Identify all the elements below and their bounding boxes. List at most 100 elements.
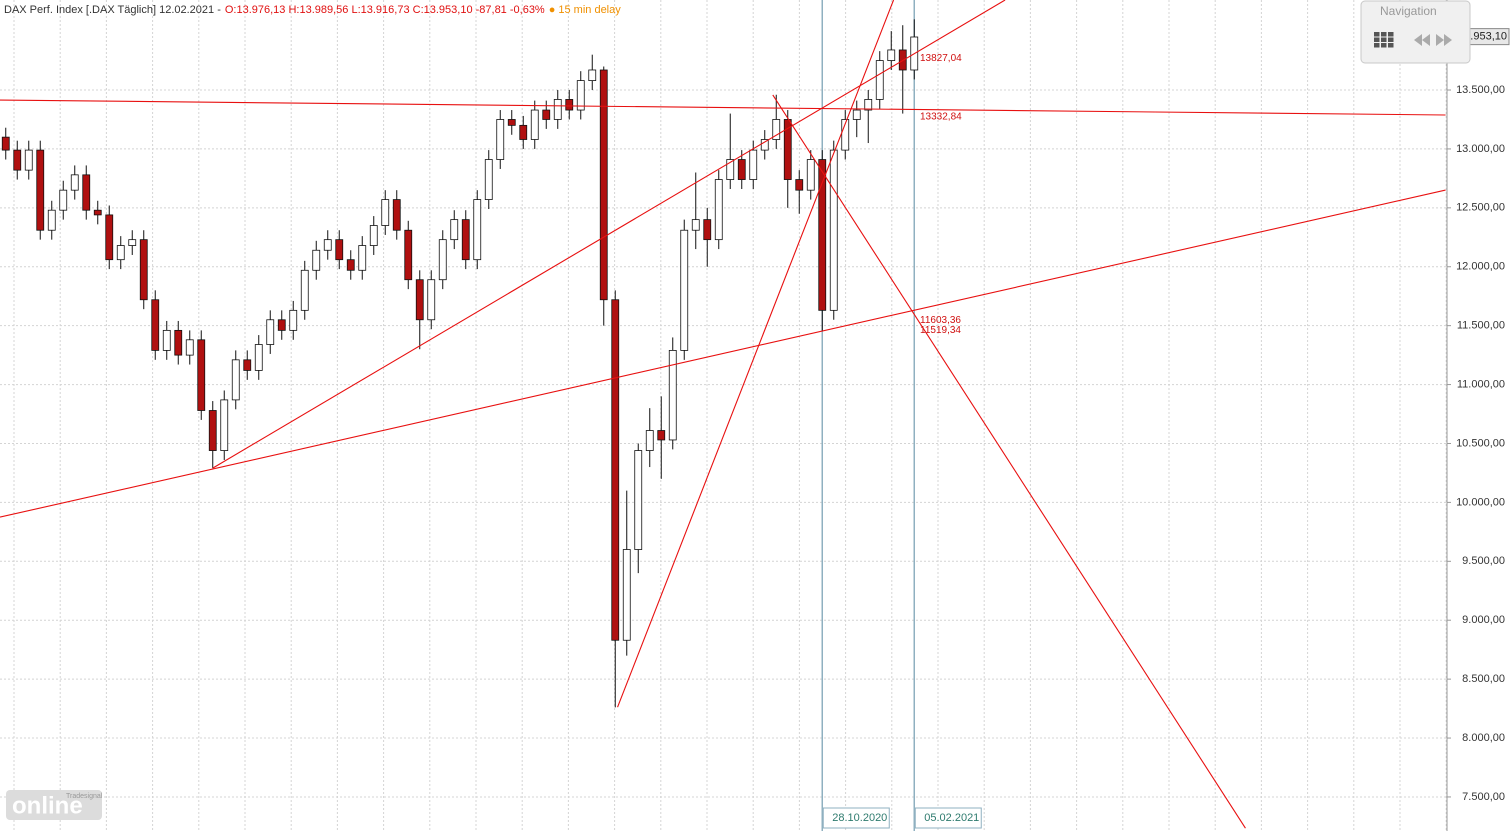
date-label-box bbox=[822, 807, 890, 829]
navigation-widget[interactable]: Navigation bbox=[1360, 0, 1471, 64]
nav-back[interactable] bbox=[1414, 34, 1430, 46]
candle-body bbox=[461, 219, 470, 261]
candle-body bbox=[634, 450, 643, 550]
candle-body bbox=[691, 219, 700, 231]
candle-body bbox=[818, 159, 827, 311]
candle-body bbox=[450, 219, 459, 241]
candle-body bbox=[174, 329, 183, 356]
candle-body bbox=[519, 124, 528, 140]
logo-sub: Tradesignal bbox=[66, 793, 103, 800]
candle-body bbox=[208, 410, 217, 451]
trend-line bbox=[0, 189, 1446, 518]
plot: 28.10.2020 05.02.2021 13827,04 13332,84 1160… bbox=[0, 0, 1446, 831]
header: DAX Perf. Index [.DAX Täglich] 12.02.202… bbox=[4, 4, 621, 16]
y-tick-label: 11.000,00 bbox=[1457, 378, 1505, 390]
quote: O:13.976,13 H:13.989,56 L:13.916,73 C:13… bbox=[225, 4, 545, 16]
logo: online Tradesignal bbox=[6, 790, 103, 820]
candle-body bbox=[427, 279, 436, 321]
x-tick-label: 05.02.2021 bbox=[924, 812, 979, 824]
candle-body bbox=[358, 245, 367, 271]
nav-grid-cell bbox=[1381, 43, 1387, 48]
candle-body bbox=[254, 344, 263, 371]
nav-grid-cell bbox=[1374, 37, 1380, 42]
y-tick-label: 11.500,00 bbox=[1457, 320, 1505, 332]
nav-grid-button[interactable] bbox=[1374, 32, 1394, 48]
candle-body bbox=[484, 159, 493, 200]
nav-grid-cell bbox=[1388, 32, 1394, 37]
candle-body bbox=[864, 99, 873, 111]
delay-note: 15 min delay bbox=[558, 4, 621, 16]
candle-body bbox=[645, 430, 654, 451]
candle-body bbox=[703, 219, 712, 241]
nav-grid-cell bbox=[1374, 43, 1380, 48]
candle-body bbox=[622, 549, 631, 641]
candle-body bbox=[70, 174, 79, 191]
y-tick-label: 10.500,00 bbox=[1456, 437, 1505, 449]
candle-body bbox=[749, 149, 758, 180]
x-tick-label: 28.10.2020 bbox=[832, 812, 887, 824]
candle-body bbox=[852, 109, 861, 120]
candle-body bbox=[657, 430, 666, 441]
candle-body bbox=[220, 399, 229, 451]
y-tick-label: 8.000,00 bbox=[1462, 732, 1505, 744]
nav-grid-cell bbox=[1381, 32, 1387, 37]
candle-body bbox=[381, 199, 390, 226]
y-tick-label: 9.000,00 bbox=[1462, 614, 1505, 626]
annotation: 11603,36 bbox=[920, 315, 961, 326]
delay-dot: ● bbox=[549, 4, 556, 16]
candle-body bbox=[806, 159, 815, 191]
y-tick-label: 7.500,00 bbox=[1462, 791, 1505, 803]
candle-body bbox=[47, 209, 56, 231]
candle-body bbox=[289, 309, 298, 331]
y-tick-label: 13.000,00 bbox=[1456, 143, 1505, 155]
trend-line bbox=[617, 0, 895, 708]
annotation: 11519,34 bbox=[920, 325, 961, 336]
candle-body bbox=[530, 109, 539, 140]
nav-grid-cell bbox=[1388, 43, 1394, 48]
logo-text: online bbox=[12, 792, 83, 819]
candle-body bbox=[542, 109, 551, 120]
candle-body bbox=[438, 239, 447, 281]
y-tick-label: 9.500,00 bbox=[1462, 555, 1505, 567]
nav-grid-cell bbox=[1374, 32, 1380, 37]
annotation: 13827,04 bbox=[920, 53, 962, 64]
candle-body bbox=[139, 239, 148, 301]
nav-title: Navigation bbox=[1380, 4, 1437, 18]
candle-body bbox=[24, 149, 33, 171]
y-axis: 7.500,00 8.000,00 8.500,00 9.000,00 9.500,00… bbox=[1447, 28, 1510, 803]
candle-body bbox=[392, 199, 401, 231]
nav-grid-cell bbox=[1381, 37, 1387, 42]
candle-body bbox=[82, 174, 91, 211]
candle-body bbox=[829, 149, 838, 311]
candle-body bbox=[553, 99, 562, 120]
candle-body bbox=[680, 229, 689, 351]
candle-body bbox=[875, 60, 884, 100]
candle-body bbox=[576, 80, 585, 111]
candle-body bbox=[611, 299, 620, 641]
candle-body bbox=[415, 279, 424, 321]
candle-body bbox=[266, 319, 275, 345]
nav-forward[interactable] bbox=[1436, 34, 1452, 46]
candle-body bbox=[404, 229, 413, 281]
candle-body bbox=[1, 136, 10, 151]
y-tick-label: 13.500,00 bbox=[1456, 84, 1505, 96]
candle-body bbox=[312, 249, 321, 271]
candle-body bbox=[783, 119, 792, 180]
candle-body bbox=[565, 99, 574, 111]
candle-body bbox=[197, 339, 206, 411]
y-tick-label: 8.500,00 bbox=[1462, 673, 1505, 685]
candle-body bbox=[772, 119, 781, 140]
candle-body bbox=[151, 299, 160, 351]
candle-body bbox=[323, 239, 332, 251]
candle-body bbox=[599, 69, 608, 301]
candle-body bbox=[36, 149, 45, 231]
chart-title: DAX Perf. Index [.DAX Täglich] 12.02.202… bbox=[4, 4, 221, 16]
candle-body bbox=[507, 119, 516, 126]
trend-line bbox=[212, 0, 1006, 469]
candle-body bbox=[887, 49, 896, 61]
candle-body bbox=[760, 139, 769, 151]
candle-body bbox=[185, 339, 194, 356]
candle-body bbox=[277, 319, 286, 331]
